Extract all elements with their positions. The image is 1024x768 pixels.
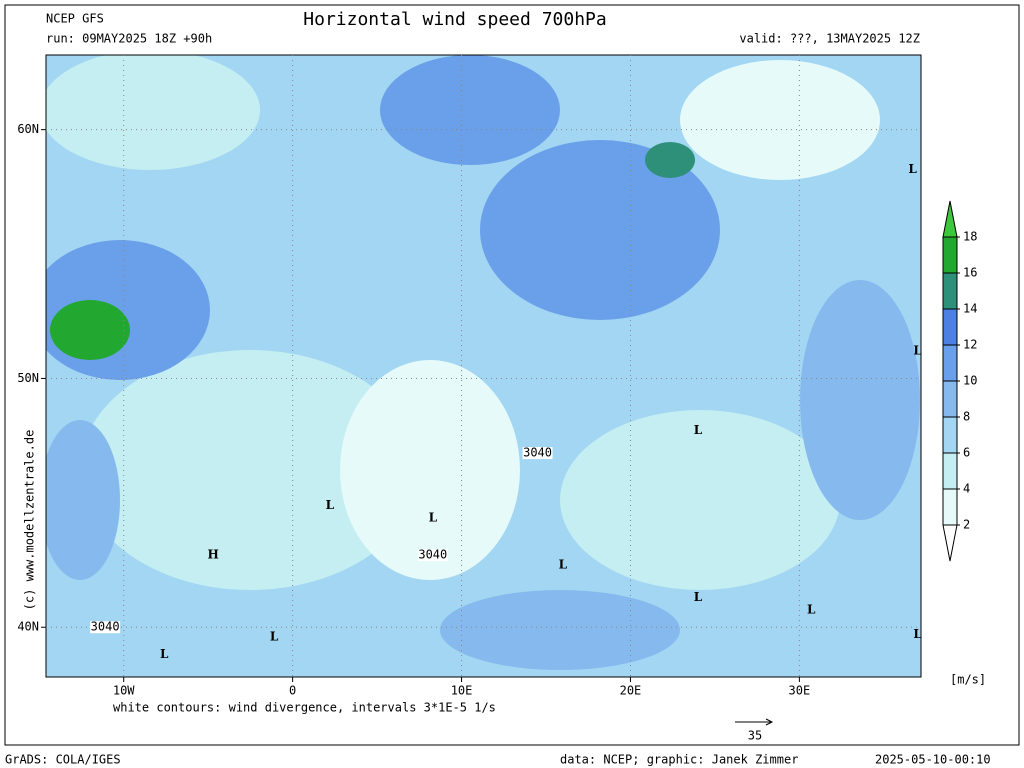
pressure-center: L bbox=[807, 602, 816, 616]
x-tick-label: 10W bbox=[113, 684, 135, 698]
colorbar-box bbox=[942, 416, 958, 454]
pressure-center: L bbox=[913, 627, 922, 641]
pressure-center: L bbox=[270, 630, 279, 644]
contour-label-box bbox=[90, 621, 121, 634]
pressure-center: L bbox=[326, 498, 335, 512]
colorbar-high bbox=[942, 200, 958, 238]
title: Horizontal wind speed 700hPa bbox=[303, 9, 606, 30]
y-tick-label: 40N bbox=[17, 620, 39, 634]
pressure-center: H bbox=[208, 548, 219, 562]
pressure-center: L bbox=[694, 423, 703, 437]
colorbar-label: 18 bbox=[963, 230, 977, 244]
y-tick-label: 60N bbox=[17, 122, 39, 136]
x-tick-label: 30E bbox=[789, 684, 811, 698]
colorbar-box bbox=[942, 380, 958, 418]
x-tick-label: 10E bbox=[451, 684, 473, 698]
colorbar-box bbox=[942, 488, 958, 526]
contour-label-box bbox=[522, 447, 553, 460]
reference-vector: 35 bbox=[748, 729, 762, 743]
y-tick-label: 50N bbox=[17, 371, 39, 385]
colorbar-label: 6 bbox=[963, 446, 970, 460]
colorbar-box bbox=[942, 452, 958, 490]
pressure-center: L bbox=[913, 344, 922, 358]
pressure-center: L bbox=[559, 558, 568, 572]
frame bbox=[4, 4, 1020, 746]
colorbar-label: 4 bbox=[963, 482, 970, 496]
colorbar-label: 2 bbox=[963, 518, 970, 532]
x-tick-label: 0 bbox=[289, 684, 296, 698]
pressure-center: L bbox=[429, 510, 438, 524]
credit: (c) www.modellzentrale.de bbox=[23, 430, 37, 611]
map bbox=[45, 54, 922, 678]
pressure-center: L bbox=[908, 162, 917, 176]
contour-label: 3040 bbox=[523, 446, 552, 460]
colorbar-box bbox=[942, 236, 958, 274]
colorbar-low bbox=[942, 524, 958, 562]
run: run: 09MAY2025 18Z +90h bbox=[46, 32, 212, 46]
software: GrADS: COLA/IGES bbox=[5, 753, 121, 767]
pressure-center: L bbox=[694, 590, 703, 604]
colorbar-label: 16 bbox=[963, 266, 977, 280]
contour-label-box bbox=[417, 549, 448, 562]
valid: valid: ???, 13MAY2025 12Z bbox=[739, 32, 920, 46]
colorbar-label: 8 bbox=[963, 410, 970, 424]
colorbar-box bbox=[942, 308, 958, 346]
colorbar-label: 12 bbox=[963, 338, 977, 352]
colorbar-label: 14 bbox=[963, 302, 977, 316]
colorbar-box bbox=[942, 272, 958, 310]
model: NCEP GFS bbox=[46, 12, 104, 26]
contour-label: 3040 bbox=[418, 548, 447, 562]
pressure-center: L bbox=[160, 647, 169, 661]
unit: [m/s] bbox=[950, 673, 986, 687]
colorbar-label: 10 bbox=[963, 374, 977, 388]
contour-label: 3040 bbox=[91, 620, 120, 634]
timestamp: 2025-05-10-00:10 bbox=[875, 753, 991, 767]
source: data: NCEP; graphic: Janek Zimmer bbox=[560, 753, 798, 767]
x-tick-label: 20E bbox=[620, 684, 642, 698]
reference-arrow-head bbox=[765, 718, 774, 726]
colorbar-box bbox=[942, 344, 958, 382]
footnote: white contours: wind divergence, interva… bbox=[113, 701, 496, 715]
colorbar: 2 4 6 8 10 12 14 16 18 bbox=[942, 200, 977, 562]
